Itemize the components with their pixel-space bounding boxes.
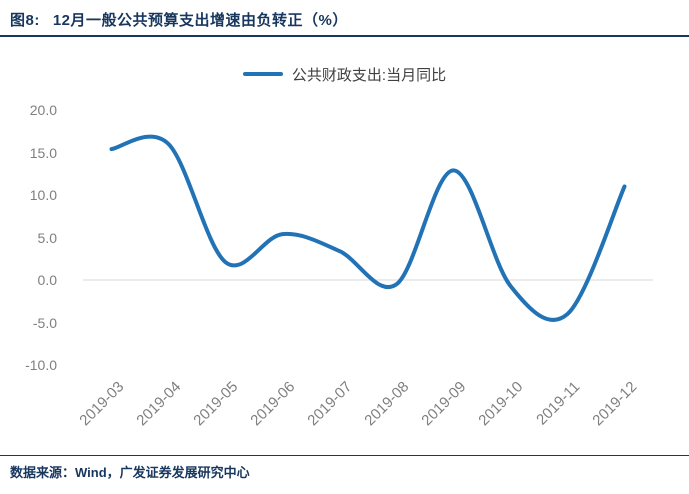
source-note: 数据来源：Wind，广发证券发展研究中心 <box>10 465 250 480</box>
figure-title-text: 12月一般公共预算支出增速由负转正（%） <box>52 12 348 29</box>
title-divider-rule <box>0 35 689 37</box>
chart-line-series <box>109 134 627 322</box>
footer-divider-rule <box>0 455 689 456</box>
y-axis-label: 0.0 <box>37 272 57 288</box>
y-axis-label: -5.0 <box>32 314 57 331</box>
y-axis-label: 10.0 <box>29 187 57 203</box>
legend: 公共财政支出:当月同比 <box>0 64 689 84</box>
figure-title: 图8: 12月一般公共预算支出增速由负转正（%） <box>10 9 348 30</box>
y-axis-label: 20.0 <box>29 102 57 118</box>
y-axis-label: 15.0 <box>29 144 57 161</box>
y-axis-label: -10.0 <box>25 357 57 373</box>
y-axis-label: 5.0 <box>37 229 57 246</box>
legend-line-swatch <box>242 72 283 76</box>
figure-number: 图8: <box>10 12 40 29</box>
legend-label: 公共财政支出:当月同比 <box>291 66 447 84</box>
